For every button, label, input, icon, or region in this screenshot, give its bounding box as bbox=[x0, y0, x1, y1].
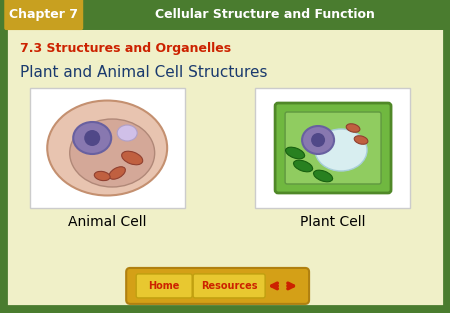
Circle shape bbox=[84, 130, 100, 146]
FancyBboxPatch shape bbox=[136, 274, 192, 298]
Text: Home: Home bbox=[148, 281, 180, 291]
Ellipse shape bbox=[73, 122, 111, 154]
Ellipse shape bbox=[94, 171, 110, 181]
Ellipse shape bbox=[346, 124, 360, 132]
Ellipse shape bbox=[109, 167, 126, 179]
Ellipse shape bbox=[70, 119, 155, 187]
Text: Chapter 7: Chapter 7 bbox=[9, 8, 78, 21]
Ellipse shape bbox=[354, 136, 368, 144]
FancyBboxPatch shape bbox=[193, 274, 265, 298]
FancyBboxPatch shape bbox=[4, 0, 83, 30]
Circle shape bbox=[311, 133, 325, 147]
Ellipse shape bbox=[286, 147, 305, 159]
Text: Plant Cell: Plant Cell bbox=[300, 215, 366, 229]
FancyBboxPatch shape bbox=[285, 112, 381, 184]
Text: Cellular Structure and Function: Cellular Structure and Function bbox=[155, 8, 375, 21]
FancyBboxPatch shape bbox=[255, 88, 410, 208]
Ellipse shape bbox=[302, 126, 334, 154]
Ellipse shape bbox=[314, 170, 333, 182]
FancyBboxPatch shape bbox=[275, 103, 391, 193]
FancyBboxPatch shape bbox=[6, 28, 444, 306]
Ellipse shape bbox=[122, 151, 143, 165]
FancyBboxPatch shape bbox=[30, 88, 185, 208]
FancyBboxPatch shape bbox=[6, 0, 444, 28]
Ellipse shape bbox=[293, 160, 313, 172]
Text: Animal Cell: Animal Cell bbox=[68, 215, 146, 229]
Ellipse shape bbox=[47, 100, 167, 196]
Text: 7.3 Structures and Organelles: 7.3 Structures and Organelles bbox=[20, 42, 231, 54]
Text: Plant and Animal Cell Structures: Plant and Animal Cell Structures bbox=[20, 64, 268, 80]
Ellipse shape bbox=[117, 125, 137, 141]
Text: Resources: Resources bbox=[201, 281, 257, 291]
FancyBboxPatch shape bbox=[126, 268, 309, 304]
Ellipse shape bbox=[315, 129, 367, 171]
